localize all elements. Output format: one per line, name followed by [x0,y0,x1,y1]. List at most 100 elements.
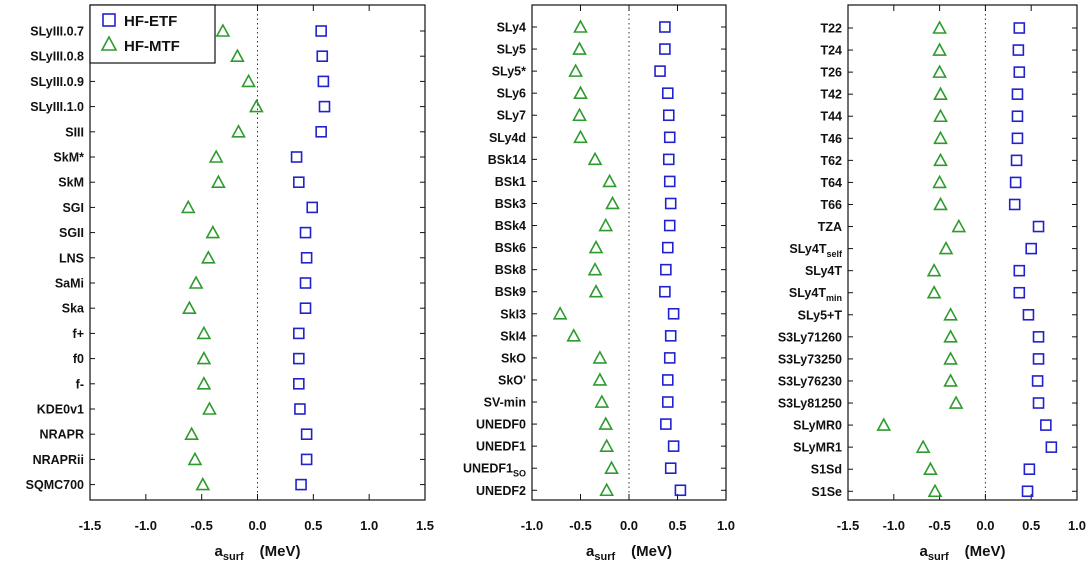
etf-point [1009,176,1022,189]
mtf-point [604,460,619,475]
mtf-point [594,394,610,408]
category-label-main: SLy4d [489,131,526,145]
mtf-point [943,329,958,343]
category-label-main: SQMC700 [26,478,84,492]
category-label: SGI [62,201,84,215]
etf-point [663,175,676,188]
mtf-point [587,151,603,166]
category-label-main: NRAPR [40,428,84,442]
etf-point [300,453,313,466]
etf-point [293,176,305,188]
category-label-main: SLyMR1 [793,441,842,455]
category-label-main: S3Ly76230 [778,374,842,388]
category-label-subscript: min [826,293,842,303]
category-label-main: T22 [820,22,842,36]
x-tick-label: -0.5 [928,518,950,533]
category-label: NRAPR [40,428,84,442]
category-label: UNEDF0 [476,418,526,432]
category-label-main: BSk8 [495,263,526,277]
etf-point [299,277,312,289]
category-label: S3Ly71260 [778,330,842,344]
category-label-main: BSk1 [495,175,526,189]
category-label: SLy7 [497,109,526,123]
etf-point [1008,198,1021,211]
category-label-main: UNEDF0 [476,418,526,432]
category-label-main: SLy5+T [798,308,843,322]
mtf-point [573,19,588,33]
category-label-main: BSk14 [488,153,526,167]
category-label: SkI4 [500,329,526,343]
category-label-main: KDE0v1 [37,403,84,417]
etf-point [1011,88,1024,100]
category-label-main: UNEDF2 [476,484,526,498]
x-tick-label: -1.0 [883,518,905,533]
etf-point [674,484,687,497]
category-label: BSk9 [495,285,526,299]
mtf-point [951,218,967,233]
etf-point [1011,132,1024,145]
category-label: T24 [820,44,842,58]
category-label: BSk1 [495,175,526,189]
etf-point [300,428,313,441]
category-label-main: SLyIII.0.7 [30,25,84,39]
category-label: SLy4Tmin [789,286,842,303]
legend-mtf-marker [100,35,118,51]
etf-point [306,201,319,214]
category-label-main: SkI4 [500,329,526,343]
category-label-main: T66 [820,198,842,212]
etf-point [293,377,305,390]
etf-point [1025,242,1037,255]
category-label: SaMi [55,277,84,291]
etf-point [316,50,329,63]
category-label: T46 [820,132,842,146]
mtf-point [932,64,947,78]
x-tick-label: -0.5 [569,518,591,533]
category-label-main: SIII [65,125,84,139]
etf-point [294,403,306,415]
etf-point [1012,44,1025,56]
category-label: T42 [820,88,842,102]
mtf-point [552,306,568,320]
category-label-main: SLy4T [789,242,826,256]
category-label-main: T64 [820,176,842,190]
category-label: LNS [59,251,84,265]
category-label: T66 [820,198,842,212]
category-label: SLyMR1 [793,441,842,455]
category-label-main: UNEDF1 [463,462,513,476]
category-label: SLyMR0 [793,419,842,433]
category-label-main: SkM [58,176,84,190]
x-tick-label: 0.5 [668,518,686,533]
category-label-main: T62 [820,154,842,168]
category-label: S1Sd [811,463,842,477]
etf-point [1013,22,1026,34]
x-axis-label-unit: (MeV) [631,543,672,560]
category-label: SLyIII.1.0 [30,100,84,114]
category-label: BSk3 [495,197,526,211]
mtf-point [933,196,948,211]
etf-point [1023,463,1036,476]
etf-point [1031,375,1044,387]
mtf-point [587,261,603,276]
etf-point [667,440,680,452]
mtf-point [602,173,617,188]
etf-point [295,478,307,491]
category-label-main: SLy5 [497,43,526,57]
mtf-point [943,351,958,365]
category-label: SQMC700 [26,478,84,492]
category-label: Ska [62,302,85,316]
etf-point [1011,110,1024,123]
etf-point [661,396,674,408]
category-label: KDE0v1 [37,403,84,417]
etf-point [1013,66,1026,78]
x-tick-label: -0.5 [190,518,212,533]
mtf-point [598,217,614,232]
etf-point [1021,485,1034,498]
mtf-point [927,483,943,498]
mtf-point [926,262,942,277]
etf-point [659,285,671,298]
chart-panel-3: -1.5 -1.0 -0.5 0.0 0.5 1.0 T22 T24 T26 T42 T44 T46 T… [778,4,1086,563]
x-axis-label-subscript: surf [223,551,244,563]
x-axis-label: asurf (MeV) [920,543,1006,563]
x-axis-label: asurf (MeV) [586,543,672,563]
etf-point [317,75,330,88]
